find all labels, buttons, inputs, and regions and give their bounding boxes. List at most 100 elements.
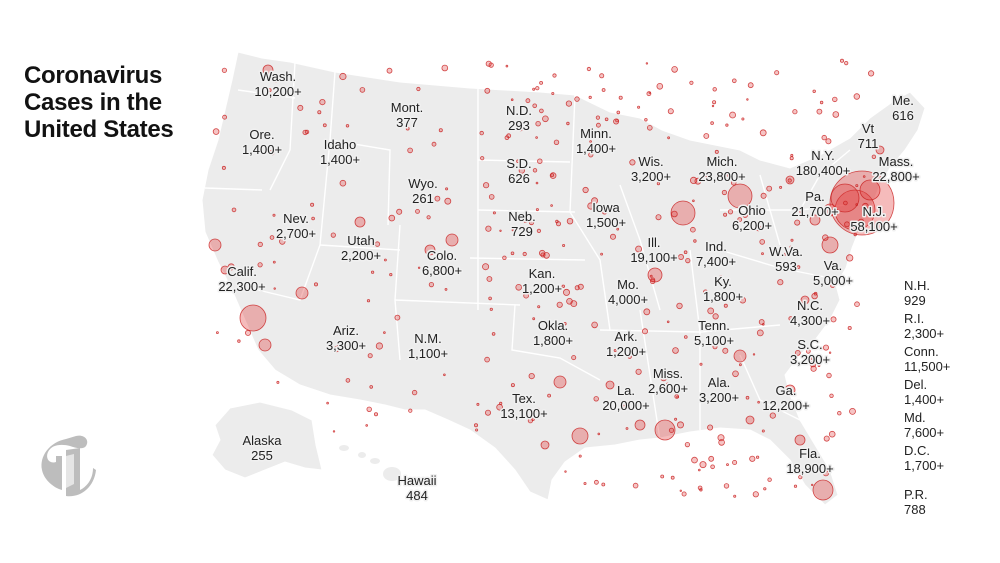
case-bubble (670, 475, 675, 480)
case-bubble (756, 329, 764, 337)
case-bubble (692, 199, 695, 203)
case-bubble (431, 141, 437, 147)
case-bubble (712, 313, 719, 320)
case-bubble (774, 70, 780, 76)
case-bubble (668, 427, 675, 433)
state-label-minn: Minn. 1,400+ (576, 126, 616, 156)
case-bubble (486, 276, 493, 282)
state-label-miss: Miss. 2,600+ (648, 366, 688, 396)
case-bubble (637, 105, 641, 109)
case-bubble (703, 289, 709, 295)
case-bubble (752, 491, 759, 498)
case-bubble (723, 483, 730, 489)
state-label-ohio: Ohio 6,200+ (732, 203, 772, 233)
state-label-okla: Okla. 1,800+ (533, 318, 573, 348)
case-bubble (769, 412, 776, 419)
case-bubble (544, 336, 548, 340)
state-borders (204, 61, 851, 441)
case-bubble (699, 461, 707, 469)
case-bubble (855, 203, 858, 206)
state-label-neb: Neb. 729 (508, 209, 535, 239)
case-bubble (707, 307, 715, 315)
case-bubble (816, 108, 823, 115)
case-bubble (616, 227, 620, 231)
case-bubble (332, 430, 336, 433)
case-bubble (532, 103, 537, 109)
state-label-ore: Ore. 1,400+ (242, 127, 282, 157)
case-bubble (844, 221, 850, 228)
case-bubble (677, 421, 685, 429)
case-bubble (551, 92, 555, 96)
case-bubble (783, 252, 787, 256)
case-bubble (620, 404, 627, 411)
case-bubble (441, 64, 449, 72)
case-bubble (714, 149, 719, 154)
case-bubble (601, 482, 606, 487)
case-bubble (758, 319, 765, 325)
land-layer (201, 51, 926, 506)
case-bubble (374, 241, 381, 247)
case-bubble (660, 374, 667, 382)
case-bubble (484, 87, 491, 94)
case-bubble (823, 435, 830, 442)
case-bubble (549, 172, 557, 179)
case-bubble (523, 292, 529, 299)
case-bubble (678, 253, 685, 260)
case-bubble (809, 360, 817, 368)
case-bubble (336, 345, 341, 350)
case-bubble (732, 459, 738, 465)
state-label-ark: Ark. 1,200+ (606, 329, 646, 359)
side-label-del: Del. 1,400+ (904, 377, 944, 407)
case-bubble (689, 176, 698, 184)
case-bubble (752, 353, 756, 356)
case-bubble (532, 168, 538, 173)
case-bubble (492, 211, 496, 215)
case-bubble (642, 328, 649, 335)
case-bubble (330, 232, 336, 238)
case-bubble (707, 424, 714, 431)
case-bubble (634, 419, 646, 431)
case-bubble (491, 332, 496, 336)
case-bubble (339, 72, 347, 81)
case-bubble (800, 295, 810, 305)
case-bubble (601, 209, 608, 215)
case-bubble (834, 189, 876, 231)
case-bubbles (208, 58, 895, 501)
case-bubble (759, 129, 767, 137)
case-bubble (635, 245, 642, 253)
case-bubble (798, 474, 803, 480)
case-bubble (510, 251, 515, 256)
case-bubble (685, 257, 691, 264)
case-bubble (826, 372, 832, 379)
case-bubble (366, 406, 372, 412)
case-bubble (510, 98, 514, 101)
state-label-utah: Utah 2,200+ (341, 233, 381, 263)
case-bubble (550, 173, 555, 178)
case-bubble (784, 384, 796, 396)
case-bubble (810, 355, 816, 361)
case-bubble (812, 89, 816, 93)
case-bubble (383, 258, 387, 262)
case-bubble (600, 252, 603, 256)
case-bubble (595, 115, 601, 120)
case-bubble (596, 122, 601, 128)
case-bubble (766, 185, 773, 192)
case-bubble (405, 126, 410, 131)
case-bubble (370, 270, 375, 274)
case-bubble (535, 208, 539, 212)
state-label-wyo: Wyo. 261 (408, 176, 438, 206)
case-bubble (656, 182, 661, 186)
case-bubble (742, 212, 748, 218)
state-label-me: Me. 616 (892, 93, 914, 123)
case-bubble (319, 99, 326, 106)
case-bubble (667, 136, 670, 140)
case-bubble (537, 305, 541, 309)
case-bubble (222, 114, 228, 120)
case-bubble (258, 338, 272, 352)
case-bubble (553, 139, 560, 145)
case-bubble (649, 274, 653, 278)
state-label-ariz: Ariz. 3,300+ (326, 323, 366, 353)
case-bubble (739, 296, 746, 304)
case-bubble (272, 213, 276, 217)
state-label-wis: Wis. 3,200+ (631, 154, 671, 184)
